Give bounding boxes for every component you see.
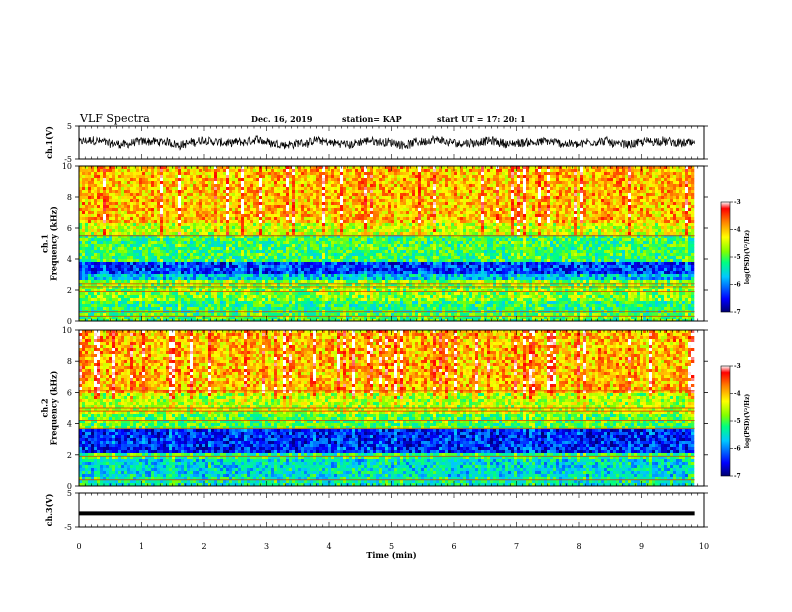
- colorbar-scale: [720, 365, 731, 477]
- colorbar-tick-label: -6: [734, 446, 741, 453]
- y-tick-label: 0: [67, 317, 72, 326]
- y-tick-label: 8: [67, 357, 72, 366]
- x-tick-label: 2: [201, 542, 206, 551]
- y-tick-label: -5: [64, 155, 72, 164]
- date-label: Dec. 16, 2019: [251, 114, 313, 124]
- y-axis-label: ch.3(V): [44, 493, 54, 526]
- ch1-spectrogram-panel: 0 2 4 6 8 10 ch.1 Frequency (kHz): [40, 162, 708, 326]
- y-tick-label: 0: [67, 482, 72, 491]
- y-axis-label: ch.2: [40, 398, 50, 417]
- colorbar-tick-label: -4: [734, 227, 741, 234]
- x-tick-label: 4: [326, 542, 331, 551]
- colorbar-tick-label: -3: [734, 363, 741, 370]
- x-tick-label: 10: [699, 542, 709, 551]
- y-tick-label: -5: [64, 523, 72, 532]
- y-tick-label: 4: [67, 255, 72, 264]
- x-tick-label: 9: [639, 542, 644, 551]
- y-axis-label: ch.1: [40, 234, 50, 253]
- y-tick-label: 6: [67, 388, 72, 397]
- y-tick-label: 5: [67, 122, 72, 131]
- colorbar-tick-label: -7: [734, 473, 741, 480]
- x-axis-label: Time (min): [366, 550, 416, 560]
- colorbar-tick-label: -7: [734, 309, 741, 316]
- y-tick-label: 2: [67, 451, 72, 460]
- figure-title: VLF Spectra: [79, 112, 150, 125]
- colorbar-tick-label: -4: [734, 391, 741, 398]
- y-tick-label: 10: [62, 162, 72, 171]
- time-axis: 0 1 2 3 4 5 6 7 8 9 10 Time (min): [76, 542, 709, 560]
- y-axis-label: Frequency (kHz): [49, 206, 59, 281]
- x-tick-label: 0: [76, 542, 81, 551]
- x-tick-label: 3: [264, 542, 269, 551]
- x-tick-label: 1: [139, 542, 144, 551]
- y-tick-label: 5: [67, 489, 72, 498]
- x-tick-label: 6: [451, 542, 456, 551]
- ch1-waveform-panel: 5 -5 ch.1(V): [44, 122, 708, 164]
- start-time-label: start UT = 17: 20: 1: [437, 114, 526, 124]
- station-label: station= KAP: [342, 114, 402, 124]
- colorbar-tick-label: -6: [734, 282, 741, 289]
- ch1-waveform-line: [78, 134, 695, 151]
- ch3-waveform-panel: 5 -5 ch.3(V): [44, 489, 708, 532]
- colorbar-scale: [720, 201, 731, 313]
- colorbar-label: log(PSD)(V²/Hz): [744, 230, 751, 285]
- colorbar-tick-label: -5: [734, 254, 741, 261]
- y-tick-label: 10: [62, 326, 72, 335]
- colorbar-tick-label: -3: [734, 199, 741, 206]
- ch1-colorbar: -3 -4 -5 -6 -7 log(PSD)(V²/Hz): [720, 199, 751, 316]
- x-tick-label: 5: [389, 542, 394, 551]
- x-tick-label: 8: [576, 542, 581, 551]
- y-axis-label: Frequency (kHz): [49, 370, 59, 445]
- colorbar-tick-label: -5: [734, 418, 741, 425]
- y-axis-label: ch.1(V): [44, 126, 54, 159]
- y-tick-label: 8: [67, 193, 72, 202]
- colorbar-label: log(PSD)(V²/Hz): [744, 394, 751, 449]
- y-tick-label: 2: [67, 286, 72, 295]
- y-tick-label: 4: [67, 420, 72, 429]
- x-tick-label: 7: [514, 542, 519, 551]
- ch2-spectrogram-panel: 0 2 4 6 8 10 ch.2 Frequency (kHz): [40, 326, 708, 491]
- y-tick-label: 6: [67, 224, 72, 233]
- ch2-colorbar: -3 -4 -5 -6 -7 log(PSD)(V²/Hz): [720, 363, 751, 480]
